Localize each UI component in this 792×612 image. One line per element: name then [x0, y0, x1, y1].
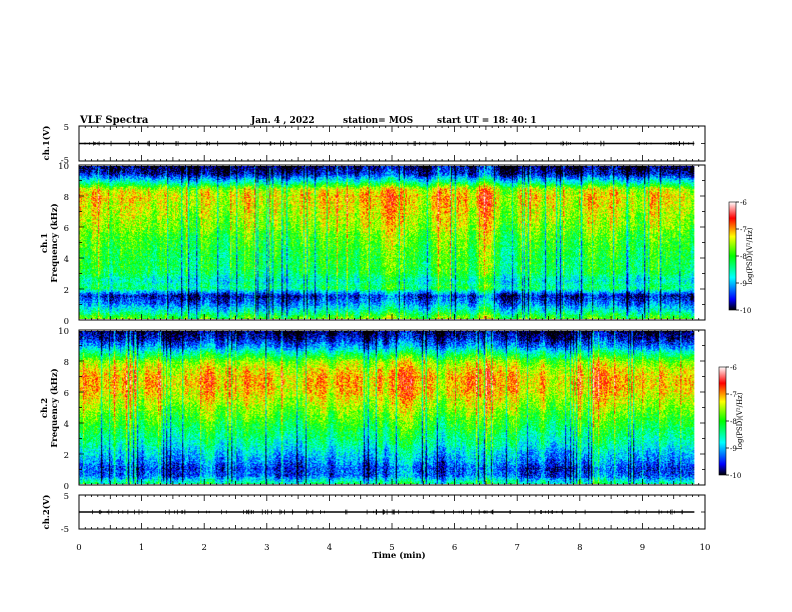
ch1-colorbar: -6 -7 -8 -9 -10 log(PSD)(V²/Hz)	[728, 199, 754, 315]
ch1-freq-tick-label: 10	[58, 162, 69, 172]
colorbar-tick-label: -7	[730, 391, 737, 399]
ch2-spectrogram-image	[79, 331, 695, 484]
colorbar-tick-label: -9	[730, 445, 737, 453]
start-time-label: start UT = 18: 40: 1	[437, 116, 537, 126]
ch2-spectrogram-ylabel: Frequency (kHz)	[49, 368, 60, 447]
ch1-freq-tick-label: 2	[64, 286, 69, 296]
x-tick-label: 3	[264, 543, 269, 553]
x-tick-label: 9	[640, 543, 645, 553]
ch1-colorbar-gradient	[728, 201, 737, 311]
x-tick-label: 4	[327, 543, 332, 553]
colorbar-label: log(PSD)(V²/Hz)	[736, 392, 744, 449]
ch1-freq-tick-label: 6	[64, 224, 69, 234]
ch2-spectrogram	[79, 331, 695, 484]
x-tick-label: 2	[201, 543, 206, 553]
ch2-freq-tick-label: 4	[64, 420, 69, 430]
date-label: Jan. 4 , 2022	[250, 116, 315, 126]
x-tick-labels: 0 1 2 3 4 5 6 7 8 9 10	[76, 543, 710, 553]
figure-title: VLF Spectra	[79, 115, 149, 126]
ch2-freq-tick-labels: 10 8 6 4 2 0	[58, 327, 69, 492]
ch1-spectrogram-image	[79, 166, 695, 319]
x-axis-label: Time (min)	[372, 550, 425, 561]
axis-ticks	[78, 125, 739, 530]
x-tick-label: 10	[700, 543, 711, 553]
ch2-freq-tick-label: 10	[58, 327, 69, 337]
ch1-spectrogram-ylabel: Frequency (kHz)	[49, 203, 60, 282]
ch2-spectrogram-ylabel-channel: ch.2	[40, 398, 50, 418]
ch1-amplitude-trace	[79, 140, 695, 147]
ch2-freq-tick-label: 2	[64, 451, 69, 461]
x-tick-label: 5	[389, 543, 394, 553]
colorbar-tick-label: -10	[730, 472, 741, 480]
ch2-freq-tick-label: 6	[64, 389, 69, 399]
ch1-freq-tick-label: 8	[64, 193, 69, 203]
colorbar-tick-label: -10	[740, 307, 751, 315]
ch1-spectrogram	[79, 166, 695, 319]
ch2-amp-tick-label: 5	[64, 492, 69, 502]
colorbar-tick-label: -8	[740, 253, 747, 261]
ch1-amp-tick-label: -5	[61, 156, 69, 166]
x-tick-label: 6	[452, 543, 457, 553]
colorbar-tick-label: -9	[740, 280, 747, 288]
colorbar-label: log(PSD)(V²/Hz)	[746, 227, 754, 284]
ch2-amplitude-ylabel: ch.2(V)	[41, 495, 52, 530]
ch2-freq-tick-label: 8	[64, 358, 69, 368]
colorbar-tick-label: -6	[740, 199, 747, 207]
ch2-freq-tick-label: 0	[64, 482, 69, 492]
x-tick-label: 7	[514, 543, 519, 553]
ch2-colorbar-gradient	[718, 366, 727, 476]
x-tick-label: 8	[577, 543, 582, 553]
colorbar-tick-label: -7	[740, 226, 747, 234]
ch1-amplitude-ylabel: ch.1(V)	[41, 126, 52, 161]
station-label: station= MOS	[343, 116, 413, 126]
ch1-spectrogram-ylabel-channel: ch.1	[40, 233, 50, 253]
ch2-amplitude-trace	[78, 509, 695, 515]
x-tick-label: 0	[76, 543, 81, 553]
colorbar-tick-label: -8	[730, 418, 737, 426]
colorbar-tick-label: -6	[730, 364, 737, 372]
ch2-colorbar: -6 -7 -8 -9 -10 log(PSD)(V²/Hz)	[718, 364, 744, 480]
ch1-freq-tick-labels: 10 8 6 4 2 0	[58, 162, 69, 327]
ch1-freq-tick-label: 0	[64, 317, 69, 327]
x-tick-label: 1	[139, 543, 144, 553]
ch2-amp-tick-label: -5	[61, 525, 69, 535]
ch1-freq-tick-label: 4	[64, 255, 69, 265]
ch1-amp-tick-label: 5	[64, 123, 69, 133]
